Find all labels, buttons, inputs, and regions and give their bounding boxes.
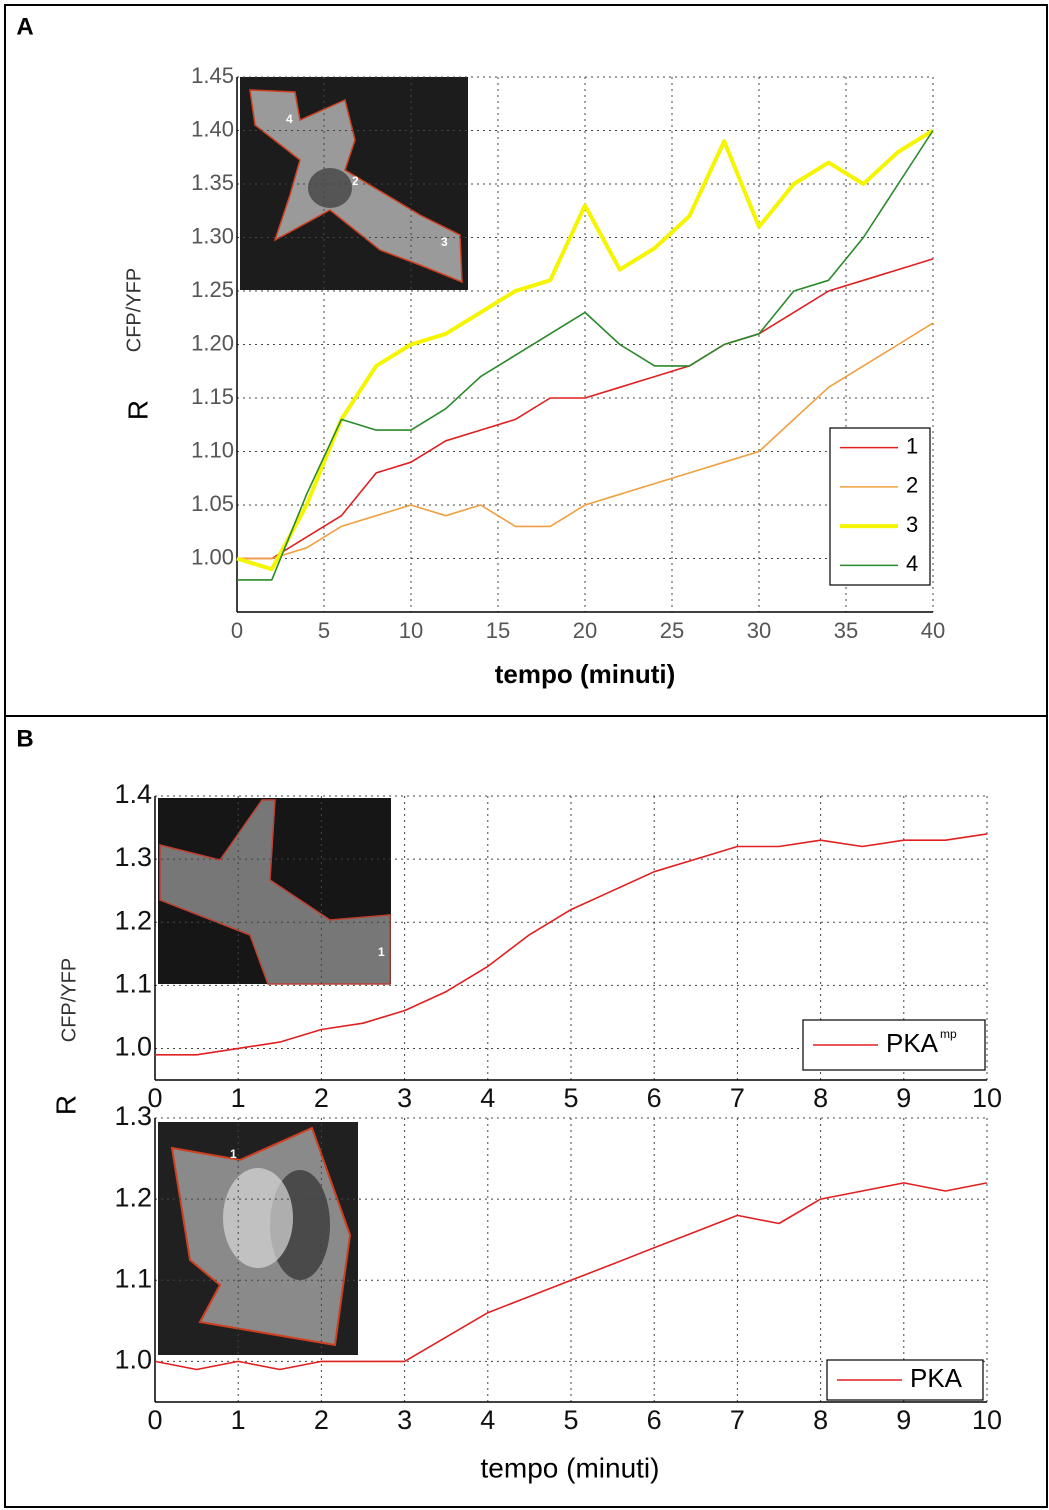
y-tick-label: 1.0 (114, 1345, 152, 1375)
y-tick-label: 1.0 (114, 1032, 152, 1062)
x-tick-label: 7 (730, 1405, 745, 1435)
x-tick-label: 4 (480, 1405, 495, 1435)
x-tick-label: 10 (972, 1083, 1002, 1113)
y-tick-label: 1.05 (191, 491, 234, 516)
inset-label: 1 (378, 945, 385, 959)
series-line (237, 323, 933, 558)
figure: 05101520253035401.001.051.101.151.201.25… (0, 0, 1049, 1510)
x-tick-label: 3 (397, 1083, 412, 1113)
y-tick-label: 1.15 (191, 384, 234, 409)
x-tick-label: 7 (730, 1083, 745, 1113)
y-tick-label: 1.2 (114, 1182, 152, 1212)
page: 05101520253035401.001.051.101.151.201.25… (0, 0, 1049, 1510)
legend-label-sup: mp (940, 1027, 957, 1041)
y-tick-label: 1.30 (191, 223, 234, 248)
panel-label: A (16, 13, 33, 40)
y-tick-label: 1.40 (191, 116, 234, 141)
x-tick-label: 5 (563, 1083, 578, 1113)
x-tick-label: 3 (397, 1405, 412, 1435)
legend-label: 3 (906, 512, 918, 537)
x-tick-label: 6 (647, 1405, 662, 1435)
y-tick-label: 1.1 (114, 968, 152, 998)
legend-label: PKA (886, 1028, 939, 1058)
legend-label: 2 (906, 473, 918, 498)
y-tick-label: 1.1 (114, 1263, 152, 1293)
nucleus (308, 168, 352, 208)
cell-bright (223, 1168, 293, 1268)
x-tick-label: 10 (399, 618, 423, 643)
x-tick-label: 25 (660, 618, 684, 643)
x-tick-label: 2 (314, 1083, 329, 1113)
x-tick-label: 1 (231, 1405, 246, 1435)
x-tick-label: 8 (813, 1405, 828, 1435)
y-tick-label: 1.3 (114, 1101, 152, 1131)
inset-label: 3 (441, 235, 448, 249)
x-tick-label: 0 (147, 1405, 162, 1435)
x-tick-label: 35 (834, 618, 858, 643)
y-tick-label: 1.35 (191, 170, 234, 195)
x-tick-label: 20 (573, 618, 597, 643)
y-tick-label: 1.4 (114, 779, 152, 809)
x-tick-label: 15 (486, 618, 510, 643)
x-tick-label: 30 (747, 618, 771, 643)
y-tick-label: 1.10 (191, 437, 234, 462)
x-tick-label: 0 (231, 618, 243, 643)
x-axis-label: tempo (minuti) (495, 659, 676, 689)
legend-label: 1 (906, 433, 918, 458)
y-tick-label: 1.25 (191, 277, 234, 302)
y-axis-label-sub: CFP/YFP (58, 958, 80, 1042)
x-tick-label: 2 (314, 1405, 329, 1435)
y-tick-label: 1.2 (114, 905, 152, 935)
x-axis-label: tempo (minuti) (481, 1452, 660, 1483)
y-tick-label: 1.45 (191, 63, 234, 88)
x-tick-label: 9 (896, 1405, 911, 1435)
y-tick-label: 1.3 (114, 842, 152, 872)
panel-label: B (16, 725, 33, 752)
legend-label: PKA (910, 1363, 963, 1393)
x-tick-label: 9 (896, 1083, 911, 1113)
x-tick-label: 40 (921, 618, 945, 643)
y-tick-label: 1.00 (191, 544, 234, 569)
x-tick-label: 6 (647, 1083, 662, 1113)
x-tick-label: 10 (972, 1405, 1002, 1435)
y-axis-label: R (122, 400, 153, 420)
x-tick-label: 4 (480, 1083, 495, 1113)
y-tick-label: 1.20 (191, 330, 234, 355)
x-tick-label: 1 (231, 1083, 246, 1113)
inset-label: 2 (352, 174, 359, 188)
legend-label: 4 (906, 551, 918, 576)
inset-label: 1 (230, 1147, 237, 1161)
y-axis-label-sub: CFP/YFP (123, 268, 145, 352)
y-axis-label: R (50, 1095, 81, 1115)
x-tick-label: 8 (813, 1083, 828, 1113)
x-tick-label: 5 (563, 1405, 578, 1435)
x-tick-label: 5 (318, 618, 330, 643)
inset-label: 4 (286, 112, 293, 126)
